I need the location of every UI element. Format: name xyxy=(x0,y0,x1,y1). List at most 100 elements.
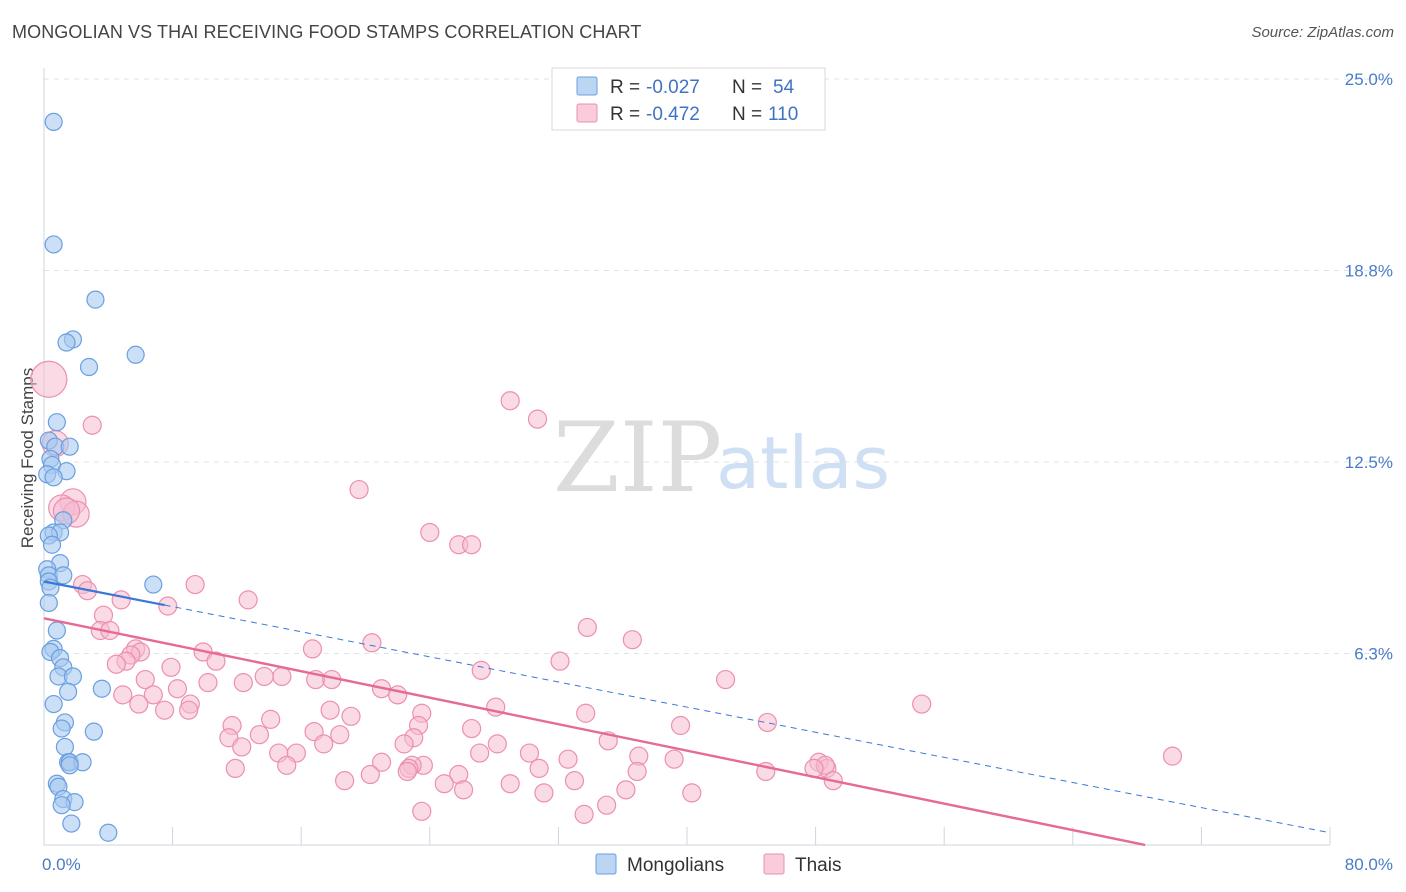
watermark-atlas: atlas xyxy=(716,421,890,505)
thai-point-83 xyxy=(371,752,392,772)
thai-point-18 xyxy=(238,590,258,610)
y-tick-label-1: 12.5% xyxy=(1345,453,1393,472)
thai-point-90 xyxy=(529,758,549,779)
thai-point-76 xyxy=(470,743,490,763)
legend-thai-r-label: R = xyxy=(610,104,640,125)
mongolian-point-53 xyxy=(99,823,118,842)
thai-point-1 xyxy=(82,415,102,435)
thai-point-34 xyxy=(161,657,181,677)
thai-point-72 xyxy=(394,734,414,754)
thai-point-25 xyxy=(302,639,323,659)
thai-point-71 xyxy=(487,734,507,754)
mongolian-point-40 xyxy=(52,719,71,738)
legend-thai-n-label: N = xyxy=(732,104,762,125)
mongolian-point-10 xyxy=(60,437,79,456)
thai-point-106 xyxy=(534,783,554,803)
thai-point-67 xyxy=(330,725,350,745)
mongolian-point-28 xyxy=(39,593,58,613)
thai-point-99 xyxy=(564,771,585,791)
thai-point-100 xyxy=(335,771,355,791)
thai-point-10 xyxy=(420,522,440,543)
x-tick-labels: 0.0% 80.0% xyxy=(42,855,1393,874)
thai-point-48 xyxy=(113,685,133,705)
thai-point-56 xyxy=(576,703,596,723)
thai-point-40 xyxy=(135,669,155,690)
thai-point-41 xyxy=(198,673,218,693)
thai-point-55 xyxy=(320,700,340,720)
thai-point-23 xyxy=(622,630,642,650)
thai-point-7 xyxy=(500,391,520,411)
legend-mongolian-n-value: 54 xyxy=(773,77,795,98)
mongolian-point-37 xyxy=(59,682,78,701)
legend-swatch-mongolian xyxy=(576,76,598,96)
thai-point-31 xyxy=(206,651,226,671)
bottom-legend-mongolians: Mongolians xyxy=(627,855,724,876)
mongolian-point-5 xyxy=(126,345,145,364)
mongolian-points xyxy=(38,112,163,842)
thai-point-110 xyxy=(574,804,594,824)
thai-point-98 xyxy=(360,764,380,785)
legend-box: R = -0.027 N = 54 R = -0.472 N = 110 xyxy=(551,67,826,131)
y-tick-label-2: 18.8% xyxy=(1345,262,1393,281)
thai-point-105 xyxy=(616,780,636,800)
thai-point-51 xyxy=(912,694,932,714)
mongolian-point-1 xyxy=(44,235,63,254)
legend-swatch-thai xyxy=(576,103,598,123)
x-tick-label-1: 80.0% xyxy=(1345,855,1393,874)
mongolian-point-4 xyxy=(57,333,76,352)
bottom-legend: Mongolians Thais xyxy=(595,853,841,876)
thai-point-13 xyxy=(185,574,205,595)
thai-point-22 xyxy=(577,617,597,638)
y-tick-label-3: 25.0% xyxy=(1345,70,1393,89)
thai-point-59 xyxy=(261,709,281,729)
mongolian-point-29 xyxy=(47,621,66,640)
thai-point-60 xyxy=(757,712,777,733)
thai-point-101 xyxy=(434,774,454,794)
thai-point-32 xyxy=(106,654,126,674)
thai-point-42 xyxy=(233,673,253,693)
mongolian-point-20 xyxy=(42,535,62,554)
mongolian-trend-dashed xyxy=(164,604,1331,834)
mongolian-point-38 xyxy=(44,694,63,714)
thai-point-70 xyxy=(314,734,334,754)
mongolian-point-0 xyxy=(44,112,63,131)
bottom-legend-swatch-mongolians xyxy=(595,853,617,875)
thai-point-53 xyxy=(154,700,175,720)
bottom-legend-thais: Thais xyxy=(795,855,841,876)
thai-point-36 xyxy=(272,666,292,687)
thai-point-97 xyxy=(397,761,417,782)
y-axis-label: Receiving Food Stamps xyxy=(18,368,37,548)
thai-trend-line xyxy=(43,617,1146,847)
thai-point-44 xyxy=(167,679,188,699)
thai-point-24 xyxy=(362,633,382,653)
thai-point-82 xyxy=(664,749,684,769)
thai-point-81 xyxy=(1162,746,1183,766)
thai-point-33 xyxy=(550,651,570,671)
thai-point-8 xyxy=(527,409,548,429)
thai-point-74 xyxy=(232,737,252,757)
trend-lines xyxy=(43,580,1331,847)
y-tick-labels: 6.3% 12.5% 18.8% 25.0% xyxy=(1345,70,1393,664)
legend-mongolian-r-label: R = xyxy=(610,77,640,98)
thai-point-92 xyxy=(225,758,245,779)
thai-point-66 xyxy=(249,725,270,745)
legend-thai-n-value: 110 xyxy=(768,104,798,125)
chart-title: MONGOLIAN VS THAI RECEIVING FOOD STAMPS … xyxy=(12,22,642,42)
thai-point-49 xyxy=(129,694,149,714)
thai-point-43 xyxy=(715,669,736,690)
thai-point-9 xyxy=(349,479,369,500)
y-tick-label-0: 6.3% xyxy=(1354,645,1393,664)
grid-lines xyxy=(44,78,1390,654)
mongolian-point-15 xyxy=(44,468,63,487)
source-label: Source: ZipAtlas.com xyxy=(1251,24,1394,41)
mongolian-point-52 xyxy=(62,814,81,833)
mongolian-point-7 xyxy=(47,413,66,432)
thai-point-54 xyxy=(179,700,199,720)
thai-point-80 xyxy=(558,749,578,769)
thai-point-0 xyxy=(30,360,68,398)
thai-point-63 xyxy=(670,715,691,736)
thai-point-78 xyxy=(519,743,540,763)
thai-point-109 xyxy=(412,801,432,821)
mongolian-point-46 xyxy=(60,756,79,775)
thai-point-16 xyxy=(111,590,131,610)
